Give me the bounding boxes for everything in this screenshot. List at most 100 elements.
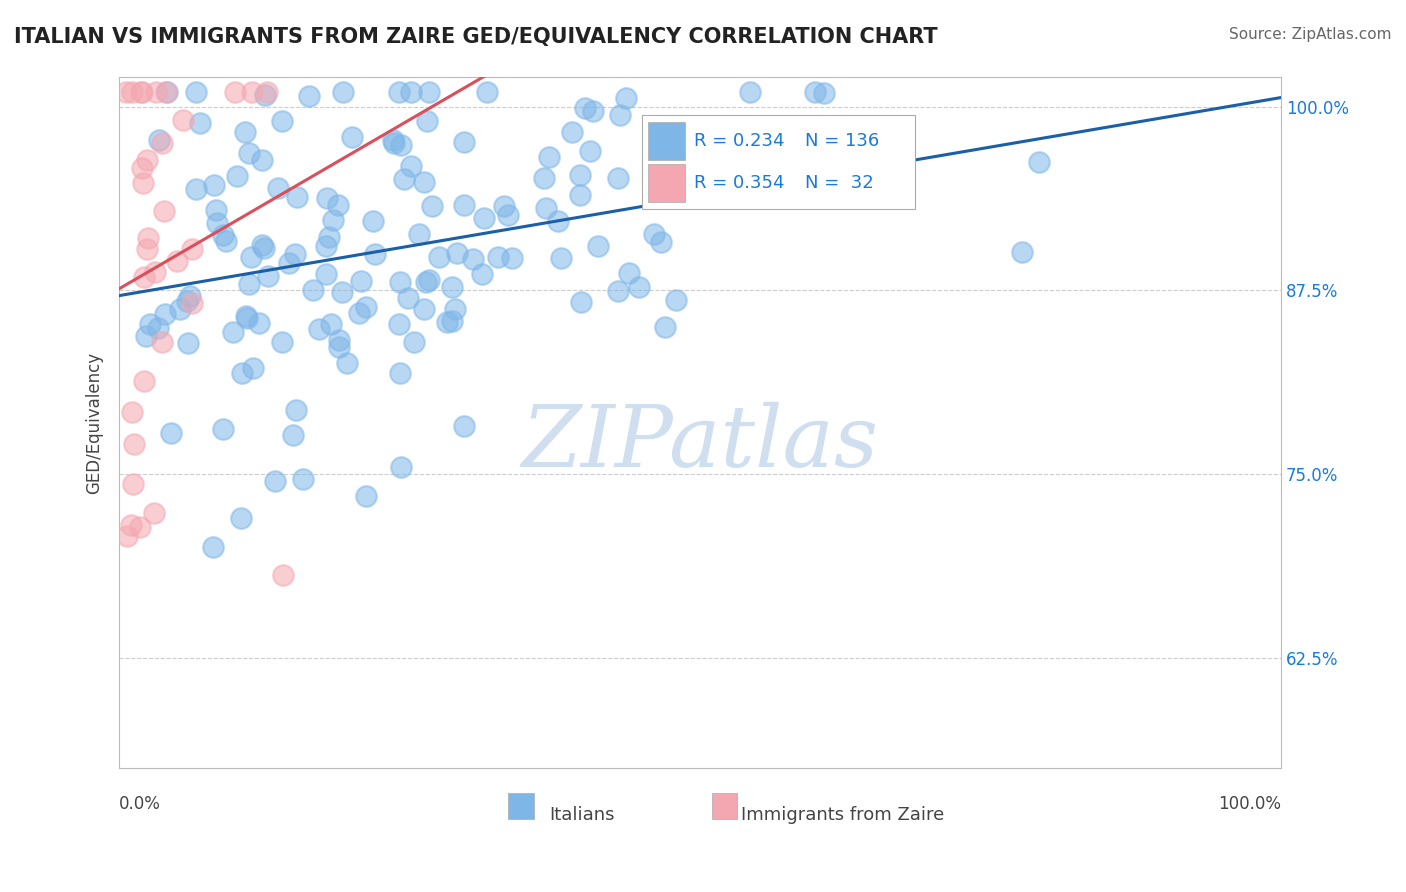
Text: Italians: Italians (550, 805, 614, 823)
Point (654, 319, 676, 334)
Point (179, 289, 201, 303)
Point (318, 229, 340, 244)
Point (250, 237, 273, 252)
Point (340, 130, 363, 145)
Point (1028, 155, 1050, 169)
Point (453, 418, 475, 433)
Point (172, 113, 194, 128)
Point (643, 227, 665, 241)
Point (389, 460, 412, 475)
Point (444, 301, 467, 316)
Point (129, 85, 152, 99)
Point (415, 275, 437, 289)
Point (389, 137, 412, 152)
Point (138, 231, 160, 245)
Point (364, 247, 387, 261)
Point (804, 85, 827, 99)
Point (256, 85, 278, 99)
Point (159, 426, 181, 441)
Point (169, 301, 191, 316)
Point (475, 85, 498, 99)
Point (135, 153, 157, 167)
FancyBboxPatch shape (711, 793, 737, 820)
Point (121, 85, 143, 99)
Point (284, 402, 307, 417)
FancyBboxPatch shape (643, 115, 915, 209)
Point (215, 234, 238, 248)
Point (277, 256, 299, 270)
Point (267, 181, 290, 195)
Point (270, 334, 292, 349)
Point (153, 203, 176, 218)
Point (328, 333, 350, 347)
Point (131, 85, 153, 99)
Point (650, 235, 672, 249)
Point (418, 85, 440, 99)
Point (254, 87, 277, 102)
FancyBboxPatch shape (509, 793, 534, 820)
Point (408, 227, 430, 241)
Point (427, 250, 450, 264)
Point (399, 159, 422, 173)
Point (134, 269, 156, 284)
Point (129, 519, 152, 533)
Text: N =  32: N = 32 (804, 174, 873, 192)
Point (440, 314, 463, 328)
FancyBboxPatch shape (648, 122, 685, 161)
Point (131, 161, 153, 175)
Text: N = 136: N = 136 (804, 132, 879, 150)
Point (285, 190, 308, 204)
Point (416, 113, 439, 128)
Point (252, 153, 274, 168)
Point (156, 85, 179, 99)
Point (281, 428, 304, 442)
Point (115, 85, 138, 99)
Point (283, 246, 305, 260)
Point (354, 489, 377, 503)
Text: R = 0.354: R = 0.354 (695, 174, 785, 192)
Point (492, 199, 515, 213)
Point (202, 178, 225, 193)
Text: ITALIAN VS IMMIGRANTS FROM ZAIRE GED/EQUIVALENCY CORRELATION CHART: ITALIAN VS IMMIGRANTS FROM ZAIRE GED/EQU… (14, 27, 938, 46)
Point (336, 356, 359, 370)
Point (271, 114, 294, 128)
Point (190, 116, 212, 130)
Point (211, 227, 233, 242)
Point (486, 250, 509, 264)
Point (498, 208, 520, 222)
Point (143, 265, 166, 279)
Point (382, 136, 405, 151)
Text: Immigrants from Zaire: Immigrants from Zaire (741, 805, 943, 823)
Point (665, 293, 688, 308)
Point (271, 567, 294, 582)
Point (381, 133, 404, 147)
Point (122, 477, 145, 491)
Point (472, 211, 495, 225)
Text: 0.0%: 0.0% (120, 796, 162, 814)
Point (121, 405, 143, 419)
Point (201, 540, 224, 554)
Point (578, 144, 600, 158)
Point (315, 239, 337, 253)
Point (396, 291, 419, 305)
Point (389, 275, 412, 289)
Point (606, 284, 628, 298)
Point (441, 279, 464, 293)
Point (569, 188, 592, 202)
Point (330, 285, 353, 299)
Point (361, 213, 384, 227)
Point (236, 311, 259, 326)
Point (253, 241, 276, 255)
Point (180, 242, 202, 256)
Point (238, 277, 260, 292)
Point (354, 301, 377, 315)
Point (547, 213, 569, 227)
Point (571, 295, 593, 310)
Point (240, 85, 263, 99)
Point (534, 201, 557, 215)
Point (399, 85, 422, 99)
Point (132, 176, 155, 190)
Point (211, 422, 233, 436)
Point (446, 245, 468, 260)
Point (418, 273, 440, 287)
